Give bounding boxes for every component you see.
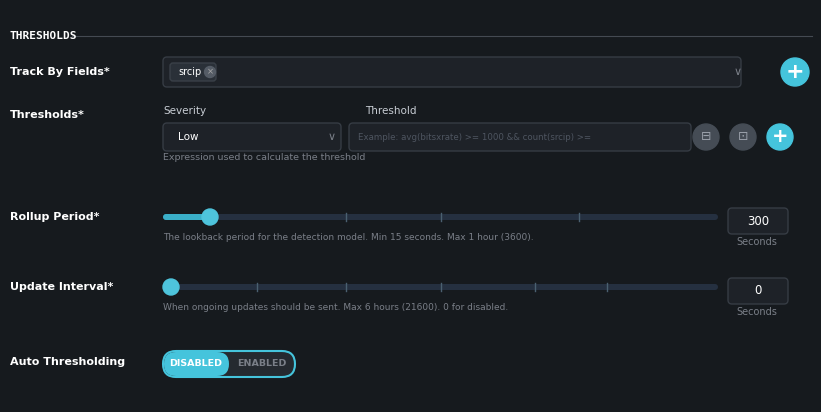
- FancyBboxPatch shape: [349, 123, 691, 151]
- Text: Severity: Severity: [163, 106, 206, 116]
- FancyBboxPatch shape: [163, 214, 718, 220]
- FancyBboxPatch shape: [163, 284, 718, 290]
- FancyBboxPatch shape: [163, 214, 218, 220]
- Text: 300: 300: [747, 215, 769, 227]
- Text: Seconds: Seconds: [736, 307, 777, 317]
- Circle shape: [730, 124, 756, 150]
- Text: Rollup Period*: Rollup Period*: [10, 212, 99, 222]
- Text: Threshold: Threshold: [365, 106, 416, 116]
- FancyBboxPatch shape: [728, 208, 788, 234]
- Text: ENABLED: ENABLED: [237, 360, 287, 368]
- FancyBboxPatch shape: [170, 63, 216, 81]
- Text: When ongoing updates should be sent. Max 6 hours (21600). 0 for disabled.: When ongoing updates should be sent. Max…: [163, 302, 508, 311]
- Circle shape: [163, 279, 179, 295]
- Circle shape: [767, 124, 793, 150]
- Text: Example: avg(bitsxrate) >= 1000 && count(srcip) >=: Example: avg(bitsxrate) >= 1000 && count…: [358, 133, 591, 141]
- FancyBboxPatch shape: [163, 123, 341, 151]
- Circle shape: [202, 209, 218, 225]
- Text: Seconds: Seconds: [736, 237, 777, 247]
- Text: +: +: [786, 62, 805, 82]
- Circle shape: [693, 124, 719, 150]
- Text: Low: Low: [178, 132, 199, 142]
- Text: Track By Fields*: Track By Fields*: [10, 67, 110, 77]
- Text: +: +: [772, 127, 788, 147]
- FancyBboxPatch shape: [163, 284, 173, 290]
- FancyBboxPatch shape: [163, 351, 295, 377]
- Text: The lookback period for the detection model. Min 15 seconds. Max 1 hour (3600).: The lookback period for the detection mo…: [163, 232, 534, 241]
- Text: ⊡: ⊡: [738, 131, 748, 143]
- Text: THRESHOLDS: THRESHOLDS: [10, 31, 77, 41]
- Text: Expression used to calculate the threshold: Expression used to calculate the thresho…: [163, 152, 365, 162]
- FancyBboxPatch shape: [728, 278, 788, 304]
- Text: ∨: ∨: [328, 132, 336, 142]
- Text: ⊟: ⊟: [701, 131, 711, 143]
- Circle shape: [781, 58, 809, 86]
- Text: srcip: srcip: [178, 67, 201, 77]
- FancyBboxPatch shape: [163, 57, 741, 87]
- Text: DISABLED: DISABLED: [169, 360, 222, 368]
- Text: Auto Thresholding: Auto Thresholding: [10, 357, 125, 367]
- Text: Update Interval*: Update Interval*: [10, 282, 113, 292]
- Text: ∨: ∨: [734, 67, 742, 77]
- FancyBboxPatch shape: [164, 352, 229, 376]
- Circle shape: [204, 66, 215, 77]
- Text: 0: 0: [754, 285, 762, 297]
- Text: ×: ×: [207, 68, 213, 77]
- Text: Thresholds*: Thresholds*: [10, 110, 85, 120]
